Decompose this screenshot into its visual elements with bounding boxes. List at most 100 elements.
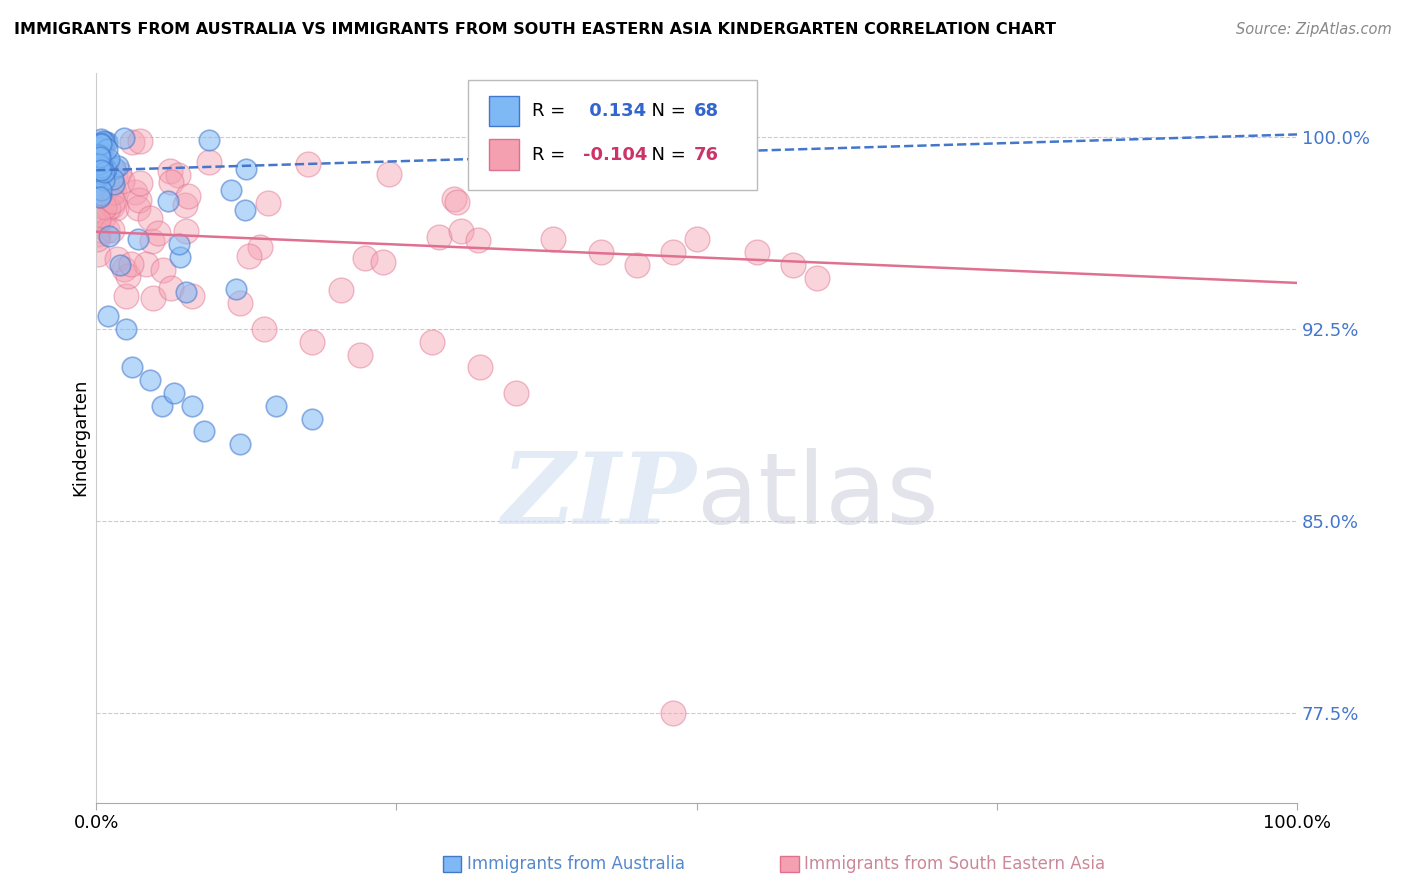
Point: [108, 258, 131, 272]
Point: [443, 192, 465, 206]
Point: [90, 147, 112, 161]
Point: [105, 201, 128, 215]
Point: [470, 360, 492, 375]
Point: [167, 236, 190, 251]
Point: [90, 137, 112, 152]
Point: [589, 245, 612, 260]
Point: [166, 169, 188, 183]
Y-axis label: Kindergarten: Kindergarten: [72, 379, 89, 497]
Point: [112, 131, 135, 145]
Point: [89, 186, 111, 201]
Point: [782, 258, 804, 272]
Point: [93, 200, 115, 214]
Point: [103, 185, 125, 199]
Text: 68: 68: [695, 102, 720, 120]
Point: [86, 153, 108, 168]
Point: [89, 160, 111, 174]
Point: [193, 425, 215, 439]
Point: [96, 223, 118, 237]
Point: [626, 258, 648, 272]
Point: [159, 280, 181, 294]
Point: [101, 223, 124, 237]
Point: [297, 157, 319, 171]
Point: [87, 163, 110, 178]
Point: [349, 348, 371, 362]
Point: [159, 164, 181, 178]
Point: [97, 201, 120, 215]
Point: [378, 167, 401, 181]
Text: Immigrants from South Eastern Asia: Immigrants from South Eastern Asia: [804, 855, 1105, 873]
Point: [467, 233, 489, 247]
Point: [446, 195, 468, 210]
Point: [238, 249, 260, 263]
Point: [93, 172, 115, 186]
Point: [89, 157, 111, 171]
Point: [86, 163, 108, 178]
Point: [87, 140, 110, 154]
Point: [219, 182, 242, 196]
Point: [422, 334, 444, 349]
Point: [174, 197, 197, 211]
Point: [112, 262, 135, 277]
Point: [87, 247, 110, 261]
Point: [266, 399, 288, 413]
Point: [103, 177, 125, 191]
Point: [160, 175, 183, 189]
Point: [169, 250, 191, 264]
Point: [100, 199, 122, 213]
Point: [157, 194, 180, 208]
Point: [90, 147, 112, 161]
Point: [229, 296, 252, 310]
Point: [450, 224, 472, 238]
Point: [108, 165, 131, 179]
Point: [98, 229, 121, 244]
Point: [661, 706, 683, 720]
Point: [661, 245, 683, 260]
Text: atlas: atlas: [696, 448, 938, 545]
Point: [93, 165, 115, 179]
Text: N =: N =: [640, 145, 692, 164]
Point: [129, 134, 152, 148]
Point: [87, 147, 110, 161]
Text: R =: R =: [531, 102, 571, 120]
Point: [86, 165, 108, 179]
Point: [86, 170, 108, 185]
Text: -0.104: -0.104: [582, 145, 647, 164]
Point: [90, 136, 112, 150]
Point: [91, 161, 114, 175]
Point: [354, 251, 377, 265]
Point: [104, 161, 127, 175]
Point: [98, 153, 121, 167]
Point: [89, 151, 111, 165]
Text: Source: ZipAtlas.com: Source: ZipAtlas.com: [1236, 22, 1392, 37]
Point: [87, 145, 110, 160]
Point: [103, 194, 125, 208]
Point: [87, 153, 110, 167]
Point: [330, 283, 353, 297]
FancyBboxPatch shape: [489, 95, 519, 127]
FancyBboxPatch shape: [489, 139, 519, 170]
Point: [174, 224, 197, 238]
Point: [163, 386, 186, 401]
Point: [89, 162, 111, 177]
Text: 76: 76: [695, 145, 720, 164]
Point: [225, 282, 247, 296]
Point: [107, 159, 129, 173]
Point: [541, 232, 564, 246]
Point: [505, 386, 527, 401]
Point: [129, 176, 152, 190]
Point: [235, 162, 257, 177]
Point: [89, 190, 111, 204]
Point: [94, 136, 117, 150]
Point: [105, 252, 128, 266]
Point: [124, 185, 146, 199]
Point: [174, 285, 197, 299]
Text: Immigrants from Australia: Immigrants from Australia: [467, 855, 685, 873]
Point: [90, 156, 112, 170]
FancyBboxPatch shape: [468, 80, 756, 190]
Point: [90, 167, 112, 181]
Point: [120, 257, 142, 271]
Text: ZIP: ZIP: [502, 448, 696, 544]
Point: [233, 202, 256, 217]
Point: [181, 288, 204, 302]
